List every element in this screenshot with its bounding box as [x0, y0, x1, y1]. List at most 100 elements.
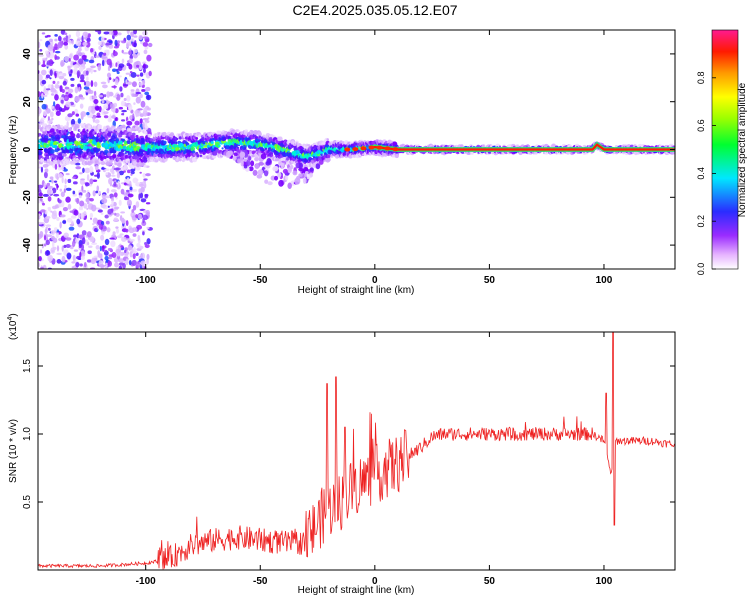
spectrogram-ridge-peak — [368, 145, 375, 150]
spectrogram-cell — [115, 68, 119, 72]
spectrogram-cell — [89, 95, 93, 101]
spectrogram-cell — [121, 218, 126, 224]
spectrogram-y-tick-label: 0 — [22, 146, 33, 152]
spectrogram-cell — [105, 42, 110, 46]
spectrogram-cell — [132, 113, 135, 119]
spectrogram-cell — [292, 170, 298, 176]
spectrogram-cell — [107, 247, 113, 252]
spectrogram-cell — [130, 135, 136, 141]
spectrogram-cell — [45, 250, 50, 256]
colorbar-frame — [711, 29, 739, 270]
spectrogram-cell — [244, 147, 247, 150]
spectrogram-cell — [145, 39, 150, 42]
spectrogram-cell — [162, 140, 167, 145]
spectrogram-cell — [133, 247, 137, 254]
spectrogram-cell — [79, 172, 83, 175]
spectrogram-cell — [172, 136, 178, 142]
spectrogram-cell — [270, 175, 276, 181]
spectrogram-cell — [111, 31, 114, 36]
spectrogram-cell — [56, 185, 59, 188]
spectrogram-cell — [62, 80, 67, 86]
spectrogram-cell — [71, 40, 74, 45]
spectrogram-x-tick-label: 50 — [484, 275, 496, 286]
spectrogram-cell — [48, 180, 52, 183]
spectrogram-cell — [111, 135, 116, 140]
spectrogram-cell — [130, 37, 135, 42]
snr-y-tick-label: 1.5 — [22, 359, 33, 373]
spectrogram-cell — [136, 242, 141, 248]
spectrogram-cell — [221, 147, 224, 150]
spectrogram-cell — [107, 260, 112, 267]
spectrogram-cell — [111, 196, 114, 202]
spectrogram-cell — [117, 180, 120, 188]
spectrogram-cell — [144, 121, 148, 129]
spectrogram-cell — [112, 51, 118, 57]
spectrogram-cell — [76, 218, 81, 225]
spectrogram-cell — [85, 70, 89, 76]
spectrogram-cell — [115, 226, 119, 229]
spectrogram-cell — [121, 40, 126, 44]
spectrogram-cell — [149, 147, 152, 150]
spectrogram-cell — [139, 192, 144, 199]
spectrogram-cell — [46, 188, 52, 196]
spectrogram-cell — [145, 86, 151, 92]
spectrogram-cell — [297, 162, 304, 169]
spectrogram-cell — [137, 108, 143, 111]
spectrogram-y-axis-label: Frequency (Hz) — [8, 116, 19, 185]
spectrogram-cell — [62, 220, 67, 224]
spectrogram-cell — [57, 166, 62, 171]
spectrogram-cell — [233, 152, 238, 157]
spectrogram-cell — [114, 206, 120, 210]
spectrogram-cell — [86, 231, 92, 238]
spectrogram-cell — [122, 263, 126, 269]
spectrogram-cell — [75, 162, 81, 166]
spectrogram-cell — [142, 173, 146, 178]
spectrogram-cell — [67, 35, 70, 43]
snr-y-axis-label: SNR (10 * v/v) — [8, 419, 19, 483]
spectrogram-cell — [59, 214, 66, 218]
snr-x-tick-label: -50 — [253, 576, 268, 587]
spectrogram-cell — [93, 255, 99, 258]
spectrogram-cell — [123, 192, 129, 196]
spectrogram-cell — [130, 31, 135, 36]
spectrogram-cell — [125, 143, 128, 146]
spectrogram-cell — [135, 110, 138, 118]
spectrogram-cell — [304, 171, 309, 175]
spectrogram-cell — [83, 203, 88, 209]
spectrogram-cell — [59, 72, 63, 77]
spectrogram-cell — [101, 197, 108, 204]
spectrogram-cell — [50, 87, 57, 93]
spectrogram-cell — [98, 223, 104, 230]
spectrogram-cell — [78, 234, 84, 239]
spectrogram-cell — [38, 133, 42, 136]
spectrogram-cell — [68, 127, 72, 132]
spectrogram-cell — [89, 235, 95, 243]
spectrogram-y-tick-label: -20 — [22, 190, 33, 205]
spectrogram-cell — [199, 154, 202, 157]
spectrogram-cell — [64, 184, 67, 189]
spectrogram-cell — [239, 151, 245, 158]
spectrogram-cell — [38, 74, 43, 81]
spectrogram-cell — [144, 91, 150, 96]
spectrogram-cell — [123, 97, 127, 102]
spectrogram-cell — [45, 74, 51, 79]
spectrogram-cell — [258, 161, 265, 166]
spectrogram-cell — [320, 153, 323, 157]
spectrogram-cell — [205, 142, 208, 145]
spectrogram-cell — [73, 54, 79, 61]
spectrogram-cell — [90, 217, 93, 220]
spectrogram-cell — [112, 154, 117, 158]
spectrogram-cell — [47, 196, 52, 202]
spectrogram-cell — [83, 211, 87, 217]
spectrogram-cell — [132, 253, 136, 260]
spectrogram-cell — [138, 129, 142, 133]
spectrogram-cell — [126, 184, 133, 187]
spectrogram-cell — [86, 189, 90, 193]
spectrogram-cell — [105, 258, 109, 264]
spectrogram-cell — [108, 40, 113, 43]
spectrogram-cell — [117, 75, 122, 78]
spectrogram-cell — [146, 226, 150, 230]
spectrogram-cell — [209, 131, 213, 136]
spectrogram-cell — [80, 255, 86, 260]
spectrogram-cell — [64, 96, 68, 100]
